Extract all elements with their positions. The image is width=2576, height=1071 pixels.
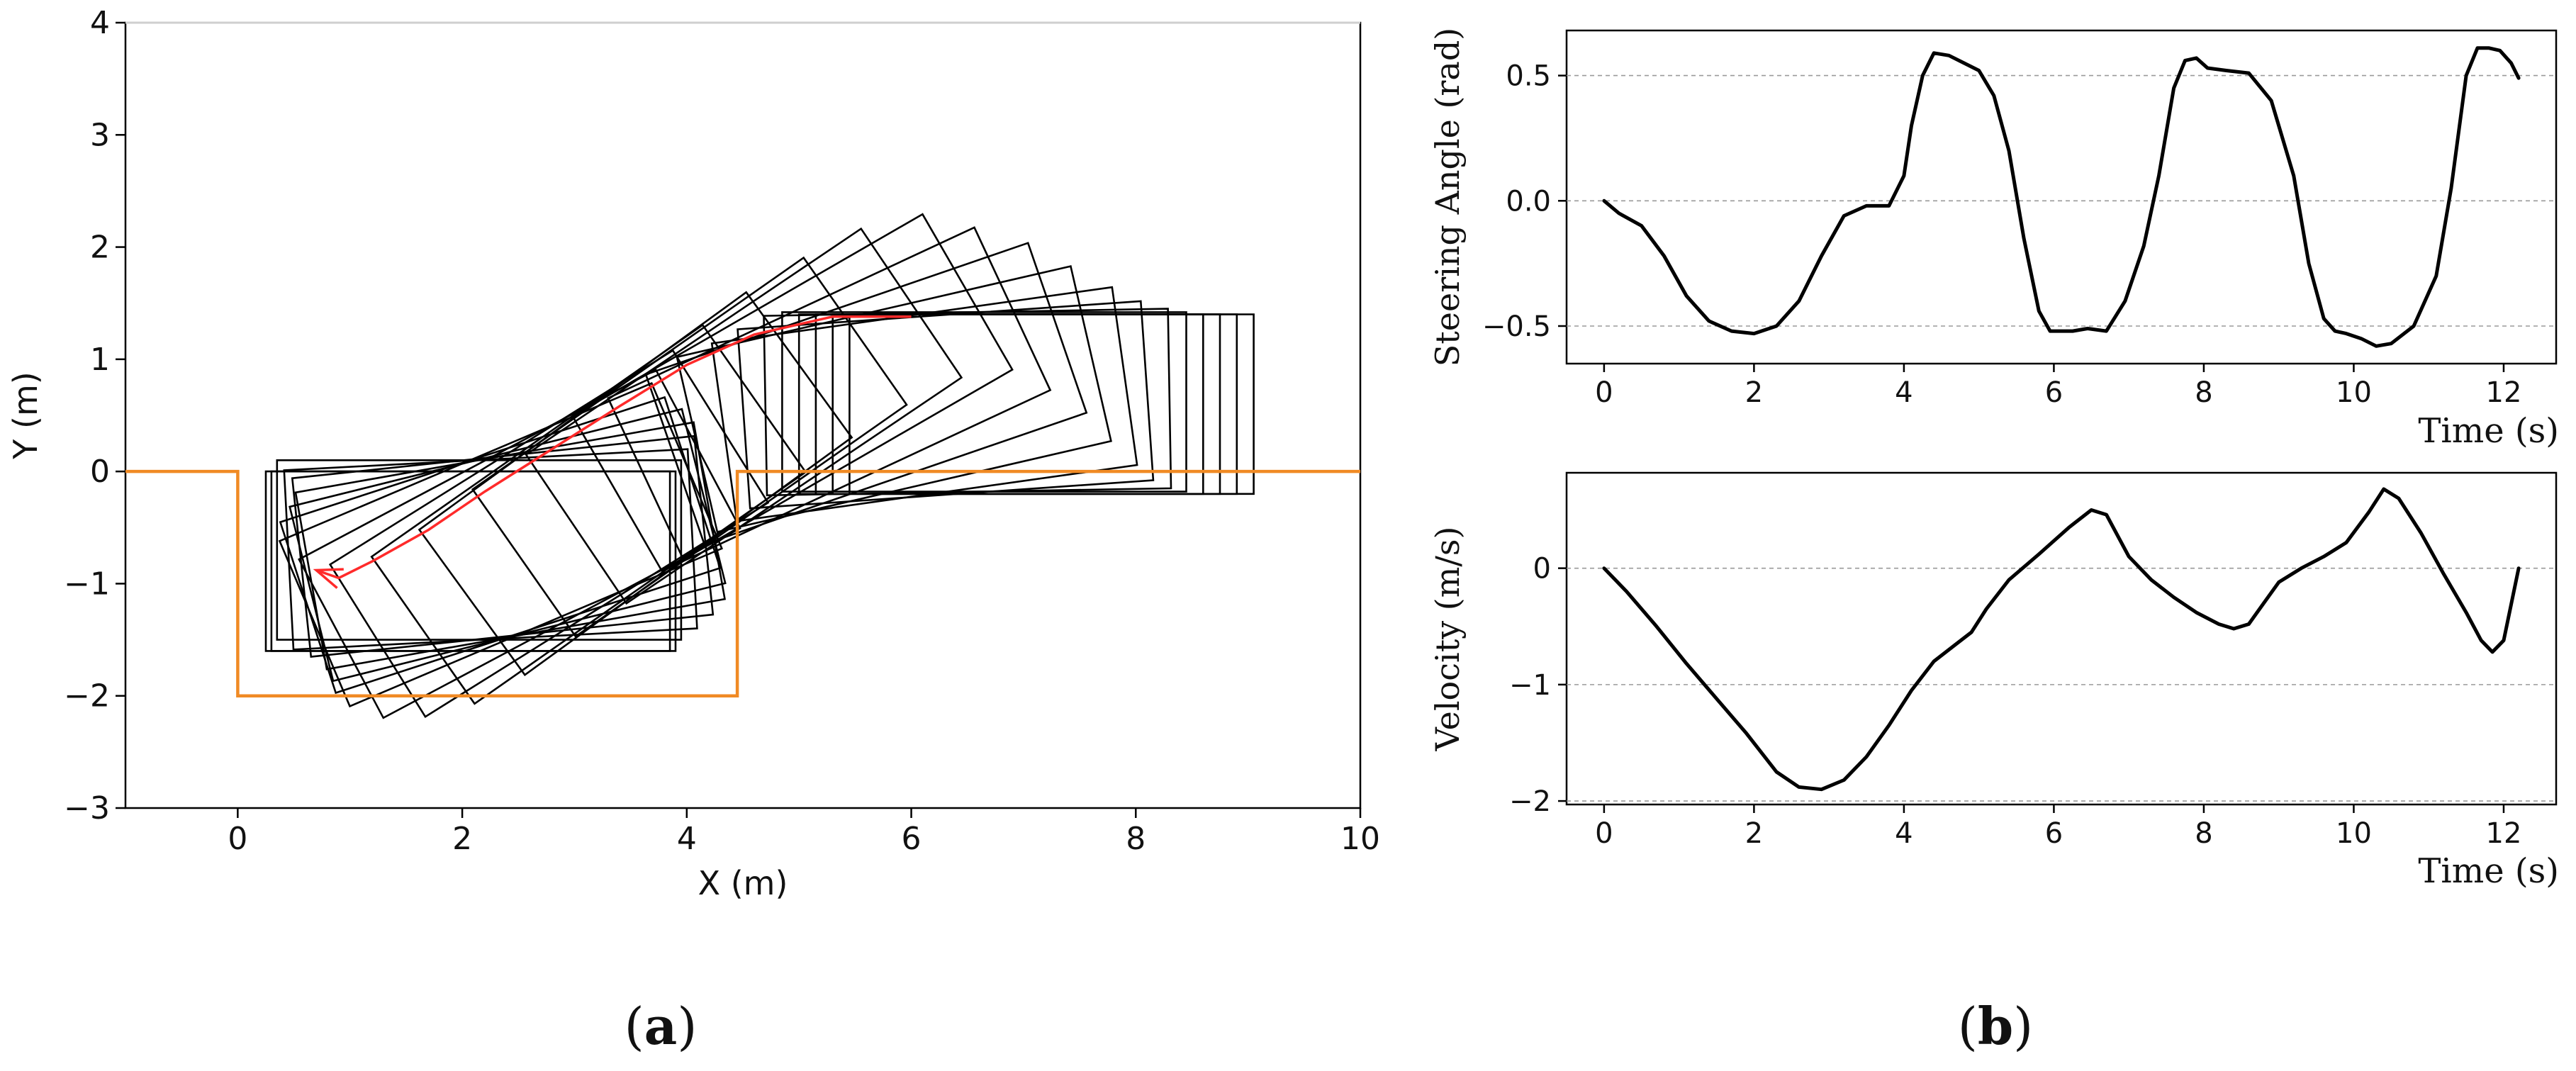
y-tick-label: 1 [90,342,110,378]
vehicle-pose [294,421,727,671]
panel-a-chart: 0 2 4 6 8 10 −3 −2 −1 0 1 2 3 4 X (m) Y (m) [6,5,1380,902]
x-tick-label: 4 [1895,376,1913,409]
steering-angle-chart: −0.5 0.0 0.5 0 2 4 6 8 10 12 Time (s) Steering An… [1428,28,2559,451]
velocity-plot-area [1565,471,2558,806]
y-tick-label: 0.0 [1506,185,1551,218]
x-tick-label: 8 [1126,821,1146,857]
velocity-chart: −2 −1 0 0 2 4 6 8 10 12 Time (s) Velocity (m/s) [1428,471,2559,891]
steering-gridlines [1567,74,2556,327]
vehicle-pose [737,300,1155,510]
vehicle-pose [278,381,724,708]
panel-a-ticks: 0 2 4 6 8 10 −3 −2 −1 0 1 2 3 4 [64,5,1380,857]
y-tick-label: 3 [90,117,110,153]
panel-b-label-close: ) [2013,997,2033,1056]
steering-series [1602,46,2521,348]
steering-ylabel: Steering Angle (rad) [1428,28,1467,366]
trajectory-group [313,315,912,589]
x-tick-label: 4 [677,821,697,857]
y-tick-label: 4 [90,5,110,41]
velocity-gridlines [1567,567,2556,802]
vehicle-footprints [264,213,1255,719]
panel-a-xlabel: X (m) [698,864,788,902]
steering-plot-area [1565,29,2558,365]
y-tick-label: −1 [64,566,110,602]
trajectory-arrowhead [313,568,344,589]
x-tick-label: 8 [2195,817,2212,850]
y-tick-label: 0 [90,454,110,490]
panel-b-label-letter: b [1978,996,2013,1056]
y-tick-label: −3 [64,790,110,826]
y-tick-label: 0 [1533,553,1551,585]
series-line [1602,487,2521,792]
x-tick-label: 8 [2195,376,2212,409]
steering-ticks: −0.5 0.0 0.5 0 2 4 6 8 10 12 [1482,60,2522,409]
velocity-xlabel: Time (s) [2418,851,2559,891]
x-tick-label: 10 [2336,376,2372,409]
parking-boundary-group [125,469,1360,697]
x-tick-label: 2 [452,821,472,857]
vehicle-pose [289,408,727,683]
vehicle-pose [276,459,683,641]
parking-boundary-line [125,469,1360,697]
series-line [1602,46,2521,348]
velocity-ticks: −2 −1 0 0 2 4 6 8 10 12 [1509,553,2521,850]
x-tick-label: 12 [2486,376,2522,409]
x-tick-label: 0 [1595,376,1613,409]
velocity-series [1602,487,2521,792]
panel-b-label-open: ( [1958,997,1978,1056]
x-tick-label: 6 [2045,817,2063,850]
x-tick-label: 4 [1895,817,1913,850]
panel-a-ylabel: Y (m) [6,371,45,459]
panel-a-label-letter: a [644,996,678,1056]
vehicle-pose [283,448,698,651]
vehicle-pose [264,470,671,652]
y-tick-label: −1 [1509,669,1551,702]
y-tick-label: −2 [64,678,110,714]
steering-xlabel: Time (s) [2418,411,2559,451]
panel-a-label-open: ( [625,997,644,1056]
x-tick-label: 10 [2336,817,2372,850]
panel-b-label: (b) [1958,996,2034,1056]
vehicle-pose [370,323,807,705]
x-tick-label: 0 [1595,817,1613,850]
panel-a-label-close: ) [677,997,697,1056]
x-tick-label: 0 [228,821,247,857]
panel-a-label: (a) [625,996,698,1056]
velocity-ylabel: Velocity (m/s) [1428,527,1467,752]
y-tick-label: −0.5 [1482,310,1551,343]
vehicle-pose [328,349,770,718]
x-tick-label: 2 [1745,817,1763,850]
trajectory-line [315,315,912,580]
vehicle-pose [291,434,715,658]
vehicle-pose [298,368,741,719]
y-tick-label: 2 [90,230,110,266]
x-tick-label: 6 [902,821,922,857]
y-tick-label: −2 [1509,785,1551,818]
y-tick-label: 0.5 [1506,60,1551,93]
x-tick-label: 10 [1340,821,1380,857]
x-tick-label: 2 [1745,376,1763,409]
vehicle-pose [763,308,1172,497]
vehicle-pose [676,265,1112,534]
x-tick-label: 6 [2045,376,2063,409]
x-tick-label: 12 [2486,817,2522,850]
